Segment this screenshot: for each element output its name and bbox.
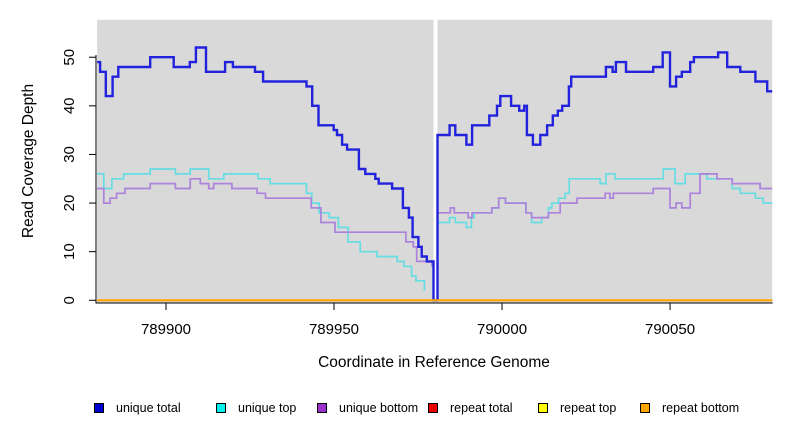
y-tick-label: 0	[61, 296, 78, 304]
legend-item-repeat-bottom: repeat bottom	[640, 400, 739, 416]
legend-swatch-unique-total	[94, 403, 104, 413]
legend-label: repeat total	[450, 401, 513, 415]
legend-item-repeat-total: repeat total	[428, 400, 513, 416]
series-line-unique-bottom	[97, 173, 773, 267]
legend-swatch-repeat-bottom	[640, 403, 650, 413]
legend-item-unique-bottom: unique bottom	[317, 400, 418, 416]
legend: unique total unique top unique bottom repea…	[0, 400, 792, 420]
legend-item-unique-total: unique total	[94, 400, 181, 416]
legend-label: unique total	[116, 401, 181, 415]
x-tick-label: 789950	[309, 321, 359, 338]
legend-label: unique bottom	[339, 401, 419, 415]
x-axis-title: Coordinate in Reference Genome	[318, 354, 550, 371]
gap-band	[433, 19, 438, 302]
y-tick-label: 50	[61, 49, 78, 66]
legend-swatch-repeat-top	[538, 403, 548, 413]
y-tick-label: 40	[61, 97, 78, 114]
legend-label: repeat top	[560, 401, 617, 415]
series-line-unique-top	[97, 168, 773, 291]
y-axis-title: Read Coverage Depth	[20, 83, 37, 239]
y-tick-label: 20	[61, 195, 78, 212]
legend-swatch-repeat-total	[428, 403, 438, 413]
x-tick-label: 790000	[477, 321, 527, 338]
legend-item-unique-top: unique top	[216, 400, 296, 416]
legend-label: unique top	[238, 401, 297, 415]
x-tick-label: 790050	[645, 321, 695, 338]
legend-swatch-unique-bottom	[317, 403, 327, 413]
x-tick-label: 789900	[141, 321, 191, 338]
legend-item-repeat-top: repeat top	[538, 400, 616, 416]
legend-label: repeat bottom	[662, 401, 740, 415]
y-tick-label: 10	[61, 243, 78, 260]
y-tick-label: 30	[61, 146, 78, 163]
legend-swatch-unique-top	[216, 403, 226, 413]
series-line-unique-total	[97, 46, 773, 302]
